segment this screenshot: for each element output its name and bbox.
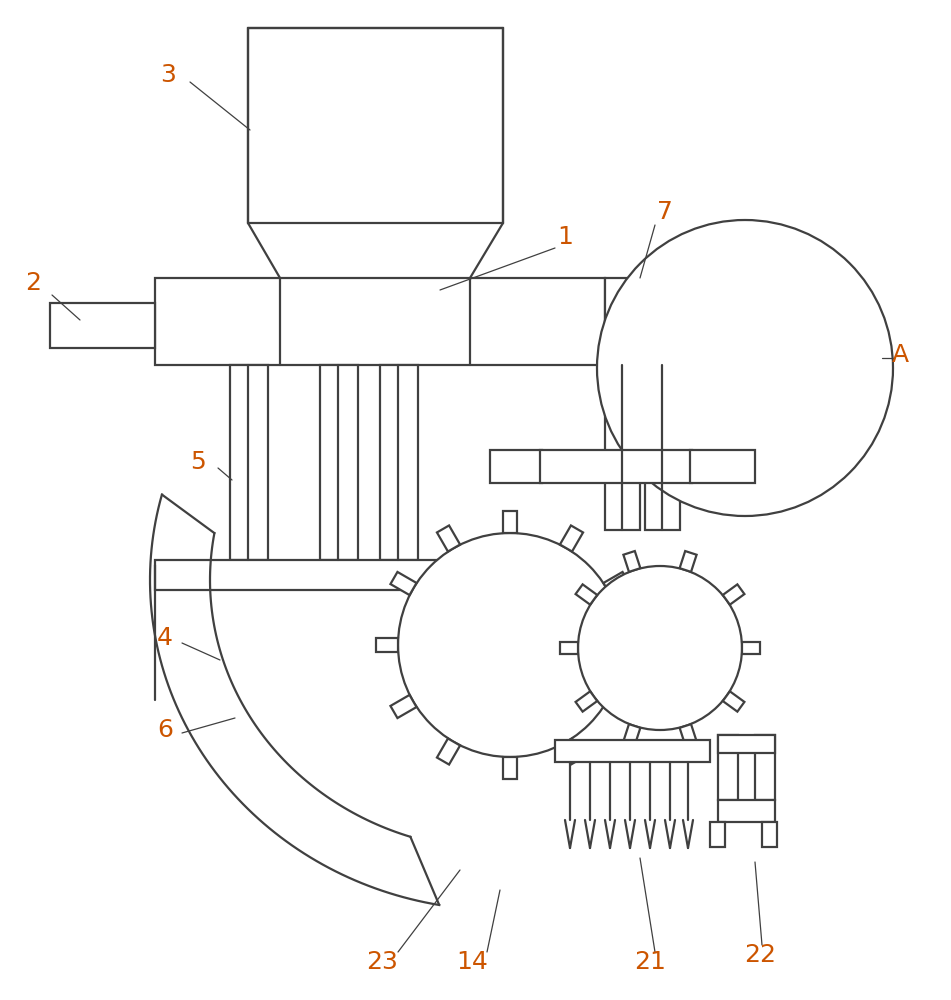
Bar	[155, 560, 455, 590]
Polygon shape	[376, 638, 398, 652]
Bar	[50, 303, 155, 348]
Bar	[605, 365, 640, 530]
Bar	[155, 278, 605, 365]
Polygon shape	[622, 638, 644, 652]
Bar	[248, 28, 503, 223]
Polygon shape	[604, 572, 630, 595]
Bar	[490, 450, 542, 483]
Polygon shape	[437, 525, 460, 552]
Polygon shape	[723, 584, 745, 605]
Polygon shape	[575, 584, 597, 605]
Bar	[320, 365, 358, 560]
Circle shape	[597, 220, 893, 516]
Polygon shape	[742, 642, 760, 654]
Polygon shape	[624, 551, 640, 572]
Bar	[718, 800, 775, 822]
Bar	[540, 450, 692, 483]
Text: 1: 1	[557, 225, 573, 249]
Polygon shape	[391, 695, 417, 718]
Text: 7: 7	[657, 200, 673, 224]
Bar	[380, 365, 418, 560]
Text: 23: 23	[366, 950, 398, 974]
Bar	[718, 735, 738, 800]
Text: 21: 21	[634, 950, 666, 974]
Text: 14: 14	[456, 950, 488, 974]
Polygon shape	[560, 525, 583, 552]
Circle shape	[578, 566, 742, 730]
Polygon shape	[503, 757, 517, 779]
Polygon shape	[680, 551, 697, 572]
Polygon shape	[437, 738, 460, 765]
Polygon shape	[723, 691, 745, 712]
Polygon shape	[680, 724, 697, 745]
Polygon shape	[503, 511, 517, 533]
Polygon shape	[624, 724, 640, 745]
Bar	[645, 365, 680, 530]
Polygon shape	[391, 572, 417, 595]
Bar	[605, 278, 683, 365]
Polygon shape	[604, 695, 630, 718]
Circle shape	[398, 533, 622, 757]
Bar	[718, 735, 775, 753]
Bar	[555, 740, 710, 762]
Text: 22: 22	[744, 943, 776, 967]
Text: A: A	[891, 343, 908, 367]
Bar	[762, 822, 777, 847]
Text: 6: 6	[157, 718, 173, 742]
Text: 3: 3	[160, 63, 176, 87]
Polygon shape	[560, 738, 583, 765]
Bar	[690, 450, 755, 483]
Polygon shape	[560, 642, 578, 654]
Polygon shape	[575, 691, 597, 712]
Text: 5: 5	[190, 450, 205, 474]
Bar	[230, 365, 268, 560]
Bar	[755, 735, 775, 800]
Text: 4: 4	[157, 626, 173, 650]
Text: 2: 2	[25, 271, 41, 295]
Bar	[710, 822, 725, 847]
